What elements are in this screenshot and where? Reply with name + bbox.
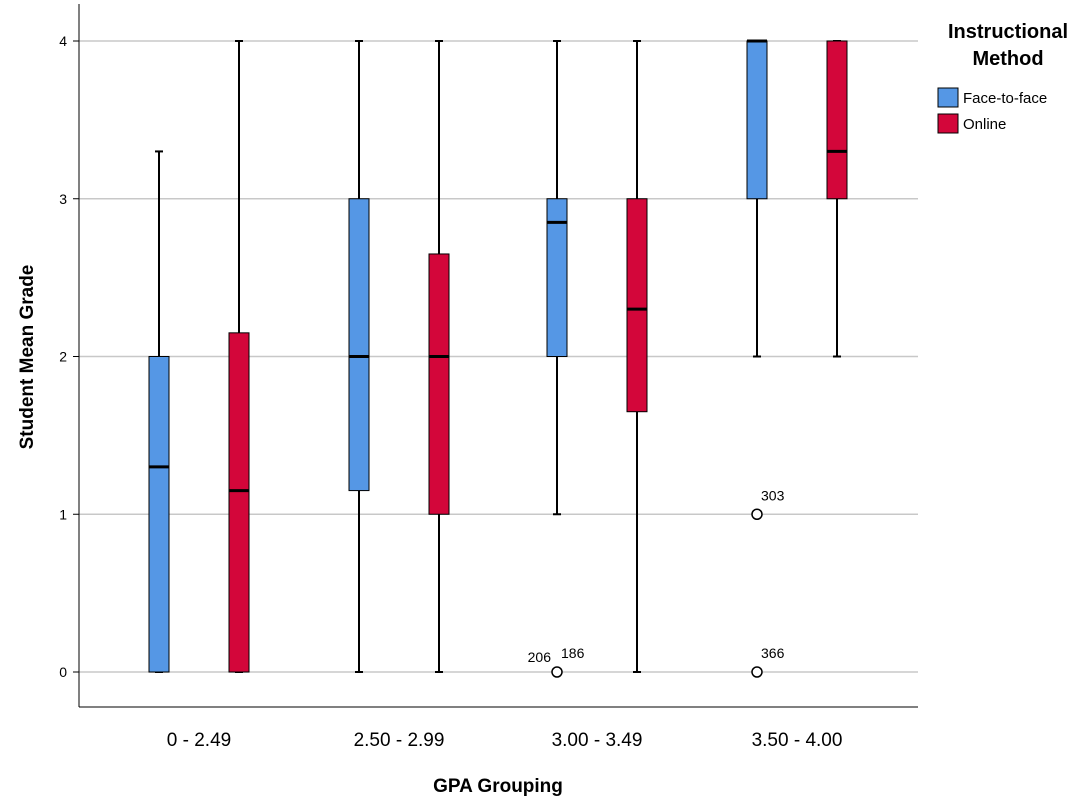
- box-iqr: [826, 40, 848, 200]
- legend-label-face-to-face: Face-to-face: [963, 90, 1047, 107]
- x-category-label: 0 - 2.49: [167, 730, 231, 751]
- box-iqr: [626, 198, 648, 413]
- legend-title-line1: Instructional: [948, 21, 1068, 43]
- legend-swatch-face-to-face: [937, 87, 959, 108]
- y-tick-label: 4: [59, 33, 67, 49]
- box-online-1: [428, 40, 450, 673]
- box-iqr: [428, 253, 450, 515]
- plot-area: 206 186 303 366: [148, 39, 848, 678]
- box-iqr: [746, 40, 768, 200]
- y-axis-title: Student Mean Grade: [17, 265, 38, 450]
- x-axis-title: GPA Grouping: [433, 776, 563, 797]
- box-iqr: [228, 332, 250, 673]
- outlier-marker: [551, 666, 563, 678]
- y-tick-label: 0: [59, 664, 67, 680]
- outlier: 366: [751, 645, 785, 678]
- box-iqr: [348, 198, 370, 492]
- outlier-marker: [751, 508, 763, 520]
- legend-label-online: Online: [963, 116, 1006, 133]
- outlier-marker: [751, 666, 763, 678]
- y-tick-label: 3: [59, 191, 67, 207]
- gridlines: 0 1 2 3 4: [59, 33, 918, 680]
- y-tick-label: 2: [59, 349, 67, 365]
- y-tick-label: 1: [59, 506, 67, 522]
- outlier-label: 186: [561, 645, 585, 661]
- box-face-to-face-2: [546, 40, 568, 516]
- outlier-label: 303: [761, 487, 785, 503]
- legend-swatch-online: [937, 113, 959, 134]
- box-face-to-face-3: [746, 39, 768, 358]
- x-category-label: 3.50 - 4.00: [752, 730, 843, 751]
- box-face-to-face-0: [148, 150, 170, 673]
- box-iqr: [148, 356, 170, 673]
- legend: Instructional Method Face-to-face Online: [937, 21, 1068, 134]
- box-face-to-face-1: [348, 40, 370, 673]
- legend-title-line2: Method: [972, 48, 1043, 70]
- outlier: 303: [751, 487, 785, 520]
- box-online-0: [228, 40, 250, 673]
- x-category-label: 2.50 - 2.99: [354, 730, 445, 751]
- outlier-label: 366: [761, 645, 785, 661]
- box-iqr: [546, 198, 568, 357]
- x-category-label: 3.00 - 3.49: [552, 730, 643, 751]
- box-online-2: [626, 40, 648, 673]
- outlier-label: 206: [528, 649, 552, 665]
- box-online-3: [826, 40, 848, 358]
- outlier: 206 186: [528, 645, 585, 678]
- axes: 0 - 2.49 2.50 - 2.99 3.00 - 3.49 3.50 - 4.0…: [78, 4, 918, 751]
